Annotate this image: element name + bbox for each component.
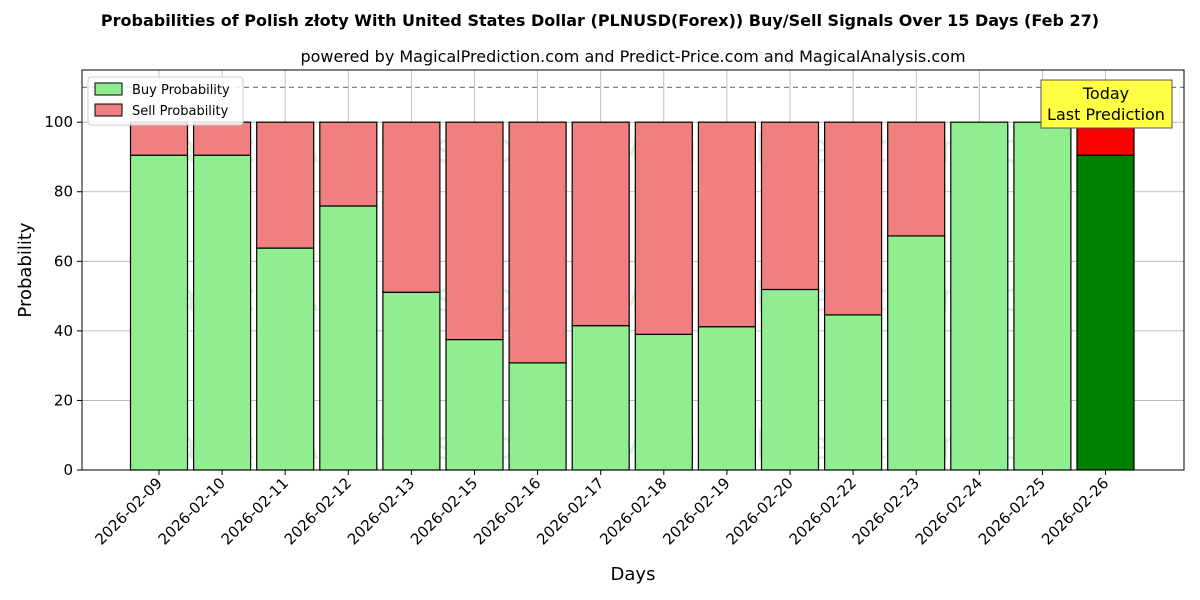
today-annotation-line2: Last Prediction [1047,105,1165,124]
x-tick-label: 2026-02-09 [91,474,165,548]
buy-bar [823,314,883,471]
chart-title: Probabilities of Polish złoty With Unite… [101,11,1099,30]
y-tick-label: 80 [54,183,73,201]
x-tick-label: 2026-02-11 [218,474,292,548]
legend-swatch-sell [94,103,123,117]
x-tick-label: 2026-02-13 [344,474,418,548]
y-tick-label: 20 [54,391,73,409]
x-tick-label: 2026-02-19 [659,474,733,548]
buy-bar [193,154,252,471]
x-tick-label: 2026-02-16 [470,474,544,548]
x-tick-label: 2026-02-26 [1038,474,1112,548]
x-tick-label: 2026-02-23 [849,474,923,548]
legend-label-sell: Sell Probability [132,104,229,119]
buy-bar [129,154,189,471]
buy-bar [571,325,630,471]
buy-bar [1013,121,1072,471]
buy-bar [760,288,820,471]
chart-subtitle: powered by MagicalPrediction.com and Pre… [300,47,965,66]
x-tick-label: 2026-02-20 [722,474,796,548]
buy-bar [256,247,315,471]
sell-bar [319,121,378,207]
buy-bar [445,338,504,471]
sell-bar [760,121,820,291]
x-tick-label: 2026-02-15 [407,474,481,548]
buy-bar [319,205,378,471]
sell-bar [571,121,630,327]
sell-bar [445,121,504,341]
bars-layer [129,121,1135,471]
y-tick-label: 40 [54,322,73,340]
y-axis-label: Probability [15,222,36,317]
legend: Buy Probability Sell Probability [87,76,244,126]
legend-label-buy: Buy Probability [132,83,230,98]
buy-bar [1076,154,1135,471]
today-annotation: Today Last Prediction [1040,79,1173,129]
sell-bar [129,121,189,156]
buy-bar [382,291,441,471]
today-annotation-line1: Today [1082,84,1129,103]
x-tick-label: 2026-02-10 [155,474,229,548]
buy-bar [508,362,567,471]
x-tick-label: 2026-02-12 [281,474,355,548]
sell-bar [823,121,883,316]
buy-bar [697,326,757,471]
x-tick-label: 2026-02-18 [596,474,670,548]
buy-bar [950,121,1009,471]
buy-bar [887,235,946,471]
x-tick-label: 2026-02-24 [912,474,986,548]
x-tick-label: 2026-02-22 [786,474,860,548]
x-axis-label: Days [611,564,656,585]
buy-bar [634,333,693,471]
y-tick-label: 0 [63,461,73,479]
plot-frame [81,69,1185,471]
today-annotation-box [1040,79,1173,129]
sell-bar [887,121,946,237]
x-tick-label: 2026-02-17 [533,474,607,548]
legend-box [87,76,244,126]
sell-bar [382,121,441,293]
y-tick-label: 60 [54,252,73,270]
sell-bar [697,121,757,328]
y-tick-label: 100 [44,113,73,131]
sell-bar [634,121,693,335]
sell-bar [193,121,252,156]
x-tick-label: 2026-02-25 [975,474,1049,548]
sell-bar [508,121,567,364]
sell-bar [256,121,315,249]
legend-swatch-buy [94,82,123,96]
